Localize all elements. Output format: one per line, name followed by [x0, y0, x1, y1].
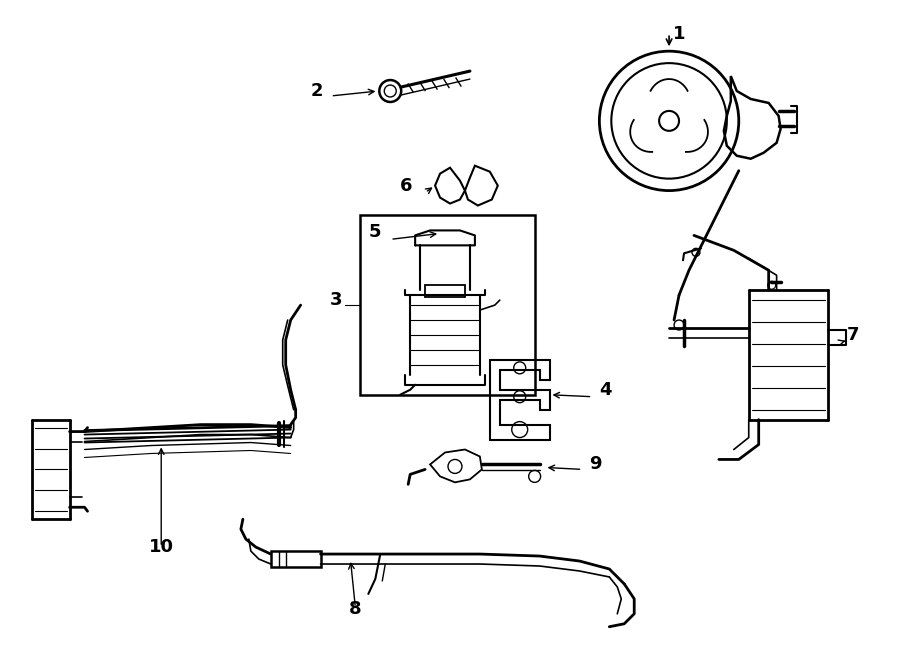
Bar [360, 215, 535, 395]
Text: 5: 5 [368, 223, 381, 241]
Text: 9: 9 [590, 455, 602, 473]
Text: 7: 7 [846, 326, 859, 344]
Text: 4: 4 [599, 381, 612, 399]
Text: 6: 6 [400, 176, 413, 194]
Text: 8: 8 [349, 600, 362, 618]
Text: 10: 10 [148, 538, 174, 556]
Text: 2: 2 [310, 82, 323, 100]
Bar [425, 285, 465, 297]
Text: 1: 1 [673, 25, 685, 43]
Bar [271, 551, 320, 567]
Text: 3: 3 [330, 291, 343, 309]
